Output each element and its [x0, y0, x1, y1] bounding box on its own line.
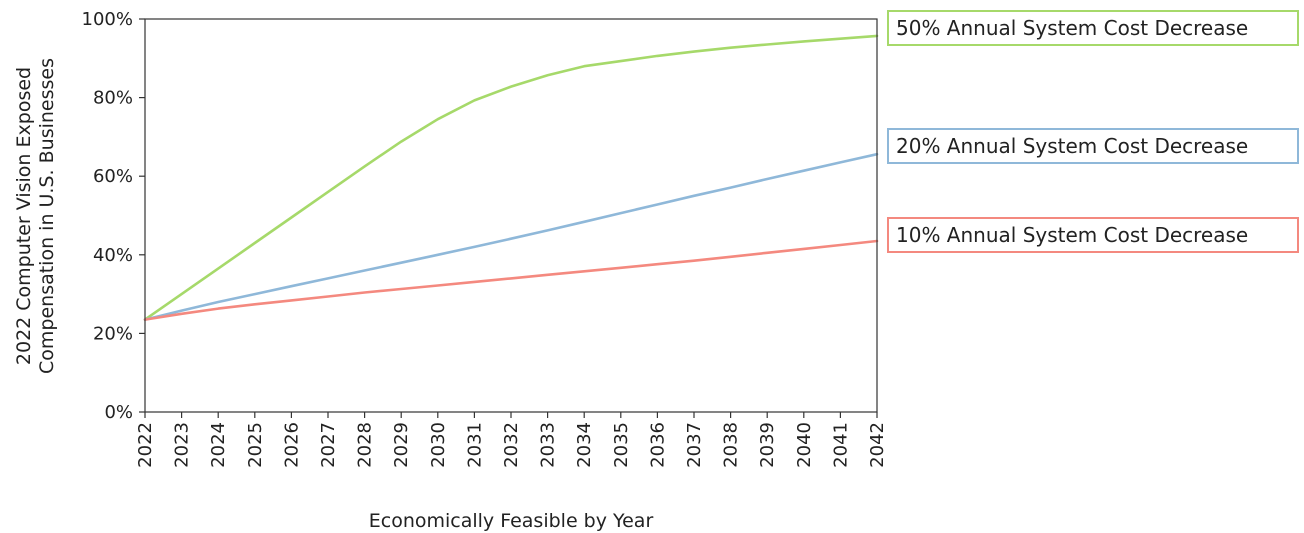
x-tick-label: 2040 [794, 422, 815, 468]
x-tick-label: 2041 [830, 422, 851, 468]
x-tick-label: 2026 [281, 422, 302, 468]
x-tick-label: 2039 [757, 422, 778, 468]
y-tick-label: 80% [93, 88, 133, 109]
legend-box [887, 10, 1299, 46]
y-tick-label: 40% [93, 245, 133, 266]
y-tick-label: 20% [93, 323, 133, 344]
y-tick-label: 100% [82, 9, 133, 30]
x-tick-label: 2025 [245, 422, 266, 468]
x-tick-label: 2033 [538, 422, 559, 468]
x-tick-label: 2042 [867, 422, 888, 468]
x-tick-label: 2029 [391, 422, 412, 468]
y-axis-title-line-1: 2022 Computer Vision Exposed [13, 67, 35, 365]
x-tick-label: 2035 [611, 422, 632, 468]
x-tick-label: 2034 [574, 422, 595, 468]
plot-frame [144, 18, 878, 413]
x-tick-label: 2036 [647, 422, 668, 468]
x-tick-label: 2032 [501, 422, 522, 468]
legend-box [887, 217, 1299, 253]
legend-entry: 50% Annual System Cost Decrease [887, 10, 1299, 46]
y-tick-label: 60% [93, 166, 133, 187]
x-tick-label: 2030 [428, 422, 449, 468]
axes: 0% 20% 40% 60% 80% 100% 2022 2023 2024 2025 2026 20… [82, 9, 888, 468]
y-tick-label: 0% [104, 402, 133, 423]
legend-entry: 20% Annual System Cost Decrease [887, 128, 1299, 164]
legend-box [887, 128, 1299, 164]
x-tick-label: 2038 [721, 422, 742, 468]
x-tick-label: 2031 [464, 422, 485, 468]
legend: 50% Annual System Cost Decrease 20% Annua… [887, 10, 1299, 253]
legend-label: 20% Annual System Cost Decrease [896, 134, 1248, 158]
x-tick-label: 2027 [318, 422, 339, 468]
legend-entry: 10% Annual System Cost Decrease [887, 217, 1299, 253]
x-tick-label: 2023 [172, 422, 193, 468]
y-axis-title-line-2: Compensation in U.S. Businesses [36, 58, 58, 374]
legend-label: 10% Annual System Cost Decrease [896, 223, 1248, 247]
x-tick-label: 2024 [208, 422, 229, 468]
legend-label: 50% Annual System Cost Decrease [896, 16, 1248, 40]
series-layer [143, 34, 879, 321]
y-axis-title: 2022 Computer Vision Exposed Compensatio… [13, 58, 58, 374]
x-tick-label: 2037 [684, 422, 705, 468]
x-tick-label: 2022 [135, 422, 156, 468]
x-axis-title: Economically Feasible by Year [369, 510, 654, 532]
x-tick-label: 2028 [355, 422, 376, 468]
